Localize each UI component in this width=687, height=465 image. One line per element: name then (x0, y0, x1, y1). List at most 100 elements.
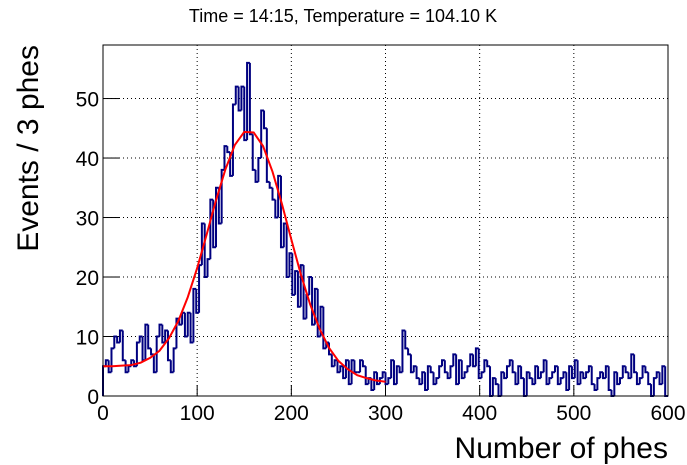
histogram-bin (390, 359, 394, 379)
histogram-bin (508, 359, 513, 367)
histogram-bin (573, 359, 578, 379)
histogram-bin (189, 312, 194, 344)
histogram-bin (435, 377, 440, 385)
histogram-bin (658, 372, 663, 386)
histogram-bin (500, 371, 505, 396)
y-tick-label: 10 (76, 327, 99, 350)
plot-frame (102, 44, 669, 397)
histogram-bin (554, 365, 558, 373)
histogram-bin (359, 359, 363, 373)
histogram-bin (579, 371, 584, 385)
histogram-bin (257, 157, 262, 182)
histogram-bin (288, 252, 293, 278)
histogram-bin (113, 335, 118, 349)
histogram-bin (593, 384, 598, 392)
histogram-bin (364, 366, 369, 386)
histogram-bin (542, 359, 547, 373)
histogram-bin (248, 62, 253, 136)
histogram-bin (633, 354, 637, 374)
x-tick-label: 300 (368, 402, 403, 425)
histogram-bin (477, 348, 482, 380)
histogram-bin (455, 354, 459, 386)
histogram-bin (596, 377, 601, 391)
histogram-bin (441, 359, 445, 367)
histogram-bin (424, 372, 428, 392)
histogram-bin (138, 335, 143, 343)
histogram-bin (161, 324, 166, 344)
histogram-bin (531, 378, 536, 386)
histogram-bin (624, 366, 629, 374)
histogram-bin (376, 372, 380, 386)
histogram-bin (635, 372, 640, 386)
histogram-bin (412, 365, 417, 373)
histogram-bin (618, 377, 623, 385)
histogram-bin (116, 336, 120, 344)
histogram-bin (110, 347, 115, 373)
histogram-bin (511, 360, 516, 374)
x-axis-label: Number of phes (455, 432, 668, 465)
histogram-bin (587, 365, 592, 373)
histogram-bin (627, 372, 632, 380)
y-tick-label: 20 (76, 267, 99, 290)
histogram-bin (514, 372, 519, 386)
histogram-bin (285, 223, 290, 279)
histogram-bin (344, 359, 349, 379)
histogram-bin (195, 288, 200, 314)
histogram-bin (545, 360, 550, 386)
histogram-bin (296, 271, 301, 308)
y-axis-label: Events / 3 phes (12, 45, 45, 252)
histogram-bin (426, 365, 431, 391)
histogram-bin (641, 365, 646, 379)
x-tick-label: 100 (180, 402, 215, 425)
histogram-bin (604, 365, 609, 379)
histogram-bin (350, 359, 355, 385)
histogram-bin (457, 359, 462, 385)
x-tick-label: 500 (556, 402, 591, 425)
histogram-bin (395, 365, 400, 385)
histogram-bin (381, 371, 386, 379)
histogram-bin (277, 174, 281, 218)
chart-title: Time = 14:15, Temperature = 104.10 K (189, 6, 497, 26)
histogram-bin (322, 306, 327, 350)
x-tick-label: 0 (97, 402, 109, 425)
histogram-bin (568, 365, 572, 391)
histogram-bin (104, 359, 109, 367)
histogram-bin (361, 360, 366, 368)
histogram-bin (460, 360, 465, 380)
histogram-bin (198, 264, 202, 313)
y-tick-label: 40 (76, 148, 99, 171)
histogram-bin (446, 372, 451, 380)
histogram-bin (192, 287, 197, 343)
histogram-bin (263, 110, 267, 130)
histogram-bin (121, 330, 126, 362)
histogram-bin (384, 372, 389, 386)
histogram-bin (599, 371, 604, 379)
histogram-bin (418, 378, 423, 386)
histogram-bin (503, 372, 507, 380)
histogram-bin (429, 366, 434, 374)
histogram-bin (217, 187, 222, 225)
histogram-bin (144, 323, 149, 361)
histogram-bin (401, 329, 406, 373)
histogram-bin (525, 371, 530, 396)
histogram-bin (254, 169, 259, 183)
histogram-bin (562, 371, 567, 379)
histogram-bin (537, 366, 541, 380)
histogram-bin (342, 366, 346, 380)
x-tick-label: 600 (650, 402, 685, 425)
histogram-bin (251, 134, 256, 171)
histogram-bin (638, 377, 643, 385)
histogram-bin (378, 377, 383, 385)
fit-curve (103, 130, 386, 383)
histogram-bin (534, 365, 539, 385)
histogram-bin (118, 329, 123, 343)
histogram-bin (661, 365, 666, 385)
histogram-bin (339, 365, 344, 373)
histogram-bin (370, 378, 375, 392)
histogram-bin (582, 372, 587, 380)
histogram-bin (432, 372, 437, 386)
histogram-bin (621, 365, 626, 379)
histogram-bin (237, 86, 242, 112)
